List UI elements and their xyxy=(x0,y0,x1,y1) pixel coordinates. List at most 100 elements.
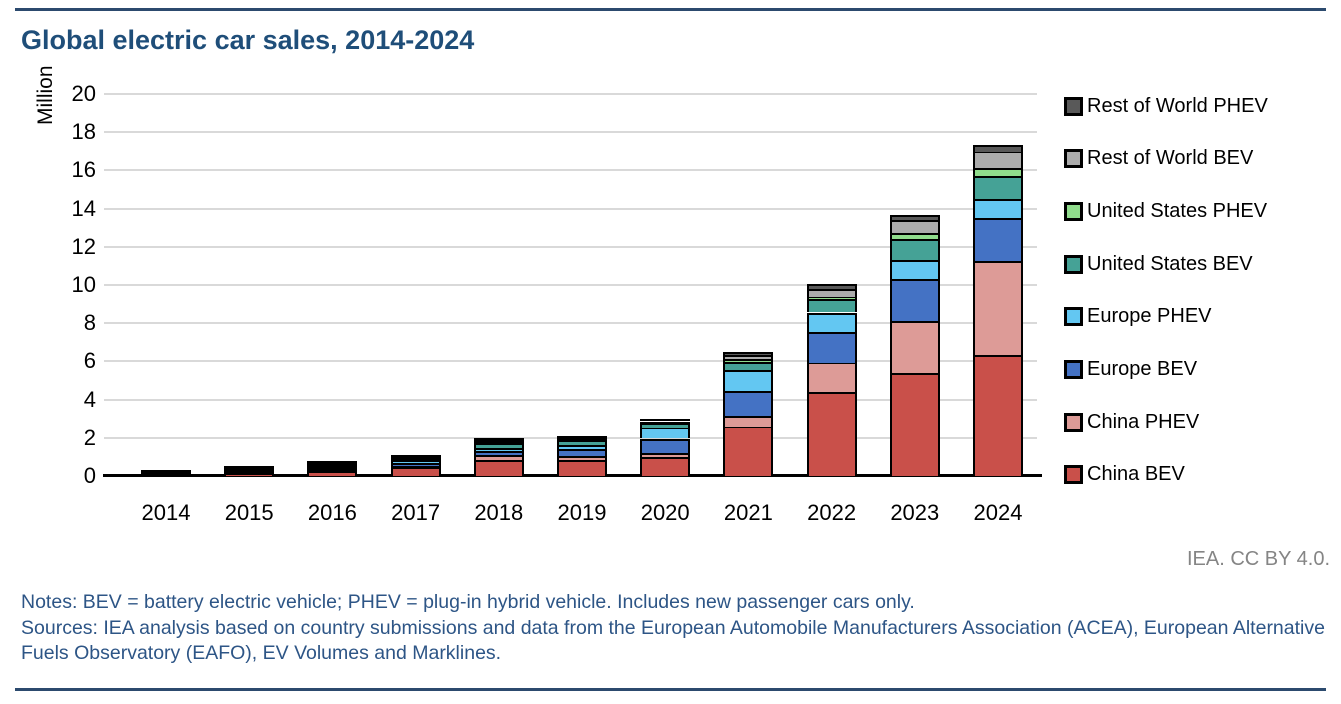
bar-segment-rest-of-world-phev-2014 xyxy=(141,470,191,472)
x-tick-label-2019: 2019 xyxy=(557,500,607,525)
bar-segment-china-bev-2016 xyxy=(307,471,358,476)
bar-segment-europe-phev-2020 xyxy=(640,427,691,438)
bar-segment-rest-of-world-phev-2024 xyxy=(973,145,1023,152)
gridline-8 xyxy=(104,322,1037,325)
bar-segment-rest-of-world-phev-2020 xyxy=(640,419,691,421)
bar-segment-united-states-bev-2022 xyxy=(806,299,857,312)
legend-label-china-phev: China PHEV xyxy=(1087,410,1200,433)
x-tick-label-2023: 2023 xyxy=(890,500,940,525)
bar-segment-europe-bev-2022 xyxy=(806,332,857,363)
legend-label-china-bev: China BEV xyxy=(1087,463,1185,486)
y-tick-label-10: 10 xyxy=(71,272,96,297)
y-tick-label-18: 18 xyxy=(71,119,96,145)
legend-swatch-china-phev xyxy=(1064,412,1083,432)
bar-segment-europe-phev-2019 xyxy=(557,445,607,449)
bar-segment-europe-bev-2018 xyxy=(473,451,524,455)
bottom-divider-rule xyxy=(15,688,1326,691)
bar-segment-china-bev-2017 xyxy=(390,467,441,476)
legend-swatch-united-states-bev xyxy=(1064,254,1083,274)
bar-segment-united-states-phev-2021 xyxy=(723,359,774,362)
legend-item-china-phev: China PHEV xyxy=(1064,411,1199,433)
legend-swatch-rest-of-world-phev xyxy=(1064,96,1083,116)
bar-segment-united-states-phev-2015 xyxy=(224,467,275,469)
bar-segment-united-states-bev-2018 xyxy=(473,443,524,448)
y-tick-label-0: 0 xyxy=(83,463,96,488)
chart-notes: Notes: BEV = battery electric vehicle; P… xyxy=(21,590,1329,667)
bar-segment-china-bev-2024 xyxy=(973,355,1023,476)
bar-segment-europe-bev-2024 xyxy=(973,218,1023,261)
legend-swatch-united-states-phev xyxy=(1064,201,1083,221)
x-tick-label-2020: 2020 xyxy=(640,500,690,525)
x-tick-label-2021: 2021 xyxy=(723,500,773,525)
bar-segment-europe-bev-2019 xyxy=(557,449,607,456)
bar-segment-united-states-bev-2014 xyxy=(141,472,191,474)
x-tick-label-2015: 2015 xyxy=(224,500,274,525)
bar-segment-rest-of-world-bev-2021 xyxy=(723,355,774,359)
bar-segment-rest-of-world-bev-2016 xyxy=(307,462,358,464)
legend-label-united-states-bev: United States BEV xyxy=(1087,252,1253,275)
bar-segment-rest-of-world-bev-2024 xyxy=(973,151,1023,168)
bar-segment-rest-of-world-bev-2023 xyxy=(889,220,940,233)
bar-segment-rest-of-world-phev-2016 xyxy=(307,461,358,463)
y-tick-label-6: 6 xyxy=(83,348,96,374)
legend-item-china-bev: China BEV xyxy=(1064,463,1185,486)
bar-segment-rest-of-world-phev-2015 xyxy=(224,466,275,468)
bar-segment-united-states-bev-2019 xyxy=(557,440,607,445)
gridline-4 xyxy=(104,398,1037,401)
bar-segment-united-states-bev-2017 xyxy=(390,458,441,460)
bar-segment-europe-bev-2014 xyxy=(141,474,191,476)
bar-segment-china-phev-2015 xyxy=(224,472,275,474)
legend-swatch-china-bev xyxy=(1064,465,1083,485)
x-tick-label-2016: 2016 xyxy=(307,500,357,525)
legend-swatch-europe-phev xyxy=(1064,307,1083,327)
bar-segment-rest-of-world-phev-2018 xyxy=(473,438,524,440)
bar-segment-europe-phev-2018 xyxy=(473,448,524,451)
bar-segment-china-bev-2023 xyxy=(889,373,940,476)
bar-segment-europe-phev-2017 xyxy=(390,460,441,463)
bar-segment-rest-of-world-bev-2022 xyxy=(806,289,857,297)
license-attribution: IEA. CC BY 4.0. xyxy=(1186,548,1330,570)
bar-segment-china-phev-2020 xyxy=(640,453,691,457)
legend-item-rest-of-world-bev: Rest of World BEV xyxy=(1064,147,1253,170)
bar-segment-rest-of-world-phev-2022 xyxy=(806,284,857,289)
gridline-16 xyxy=(104,169,1037,172)
bar-segment-united-states-phev-2016 xyxy=(307,463,358,465)
y-tick-label-4: 4 xyxy=(83,386,96,412)
bar-segment-china-bev-2020 xyxy=(640,457,691,476)
bar-segment-united-states-bev-2015 xyxy=(224,468,275,470)
bar-segment-europe-phev-2024 xyxy=(973,199,1023,218)
bar-segment-china-phev-2018 xyxy=(473,455,524,460)
bar-segment-europe-bev-2017 xyxy=(390,463,441,466)
bar-segment-united-states-phev-2024 xyxy=(973,168,1023,176)
bar-segment-united-states-bev-2020 xyxy=(640,423,691,428)
notes-line: Notes: BEV = battery electric vehicle; P… xyxy=(21,591,915,613)
page-title: Global electric car sales, 2014-2024 xyxy=(21,25,475,55)
bar-segment-china-bev-2022 xyxy=(806,392,857,476)
bar-segment-china-phev-2023 xyxy=(889,321,940,373)
x-tick-label-2024: 2024 xyxy=(973,500,1023,525)
bar-segment-china-phev-2014 xyxy=(141,475,191,477)
bar-segment-united-states-phev-2018 xyxy=(473,441,524,443)
bar-segment-rest-of-world-phev-2017 xyxy=(390,455,441,457)
gridline-10 xyxy=(104,284,1037,286)
gridline-20 xyxy=(104,93,1037,95)
bar-segment-china-bev-2018 xyxy=(473,460,524,476)
bar-segment-rest-of-world-phev-2019 xyxy=(557,436,607,438)
sources-line: Sources: IEA analysis based on country s… xyxy=(21,616,1325,665)
x-tick-label-2022: 2022 xyxy=(807,500,857,525)
bar-segment-china-phev-2024 xyxy=(973,261,1023,355)
legend-item-rest-of-world-phev: Rest of World PHEV xyxy=(1064,95,1268,117)
bar-segment-united-states-phev-2017 xyxy=(390,456,441,458)
bar-segment-europe-phev-2014 xyxy=(141,473,191,475)
bar-segment-china-phev-2021 xyxy=(723,416,774,427)
bar-segment-europe-phev-2023 xyxy=(889,260,940,279)
legend-item-united-states-phev: United States PHEV xyxy=(1064,200,1267,222)
gridline-12 xyxy=(104,245,1037,248)
y-tick-label-8: 8 xyxy=(83,310,96,336)
bar-segment-europe-bev-2023 xyxy=(889,279,940,321)
bar-segment-united-states-phev-2019 xyxy=(557,439,607,441)
bar-segment-europe-bev-2015 xyxy=(224,470,275,472)
bar-segment-europe-phev-2015 xyxy=(224,469,275,471)
